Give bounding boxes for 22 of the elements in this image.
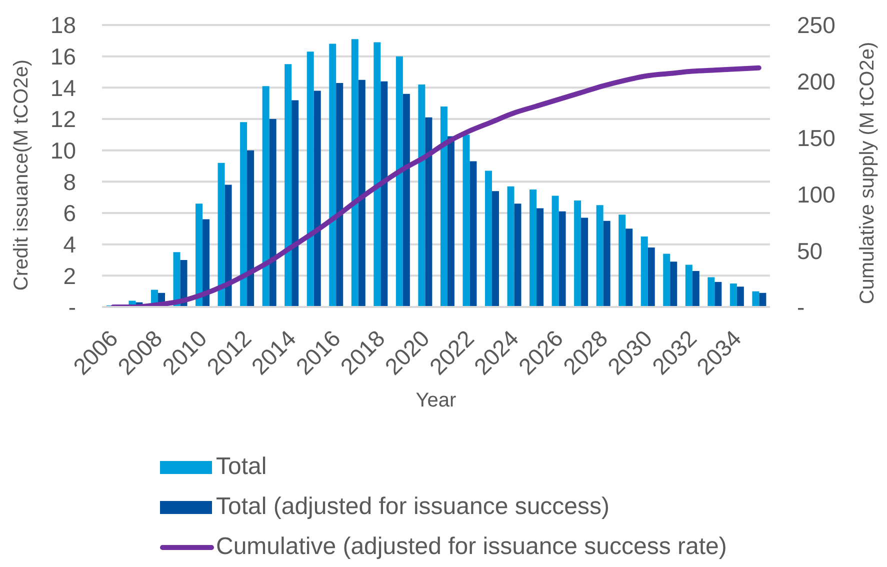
y-tick-label: 6 — [63, 200, 76, 226]
y-tick-label: 4 — [63, 232, 76, 258]
y2-tick-label: 50 — [797, 238, 823, 264]
y2-tick-label: 100 — [797, 181, 836, 208]
y2-tick-label: 250 — [797, 12, 836, 38]
y-tick-label: - — [68, 294, 76, 320]
y-tick-label: 18 — [50, 12, 76, 38]
legend-label: Cumulative (adjusted for issuance success rate) — [216, 533, 727, 561]
legend-label: Total — [216, 453, 267, 481]
y2-tick-label: 200 — [797, 68, 836, 95]
y-tick-label: 10 — [50, 138, 76, 164]
x-axis-title: Year — [416, 390, 456, 412]
y-tick-label: 16 — [50, 44, 76, 70]
y-tick-label: 12 — [50, 106, 76, 132]
legend-label: Total (adjusted for issuance success) — [216, 493, 610, 521]
y2-axis-title: Cumulative supply (M tCO2e) — [856, 42, 880, 304]
y-axis-title: Credit issuance(M tCO2e) — [10, 59, 34, 291]
y-tick-label: 14 — [50, 74, 76, 101]
y-tick-label: 8 — [63, 168, 76, 195]
y2-tick-label: 150 — [797, 124, 836, 151]
y2-tick-label: - — [797, 294, 805, 320]
y-tick-label: 2 — [63, 262, 76, 289]
